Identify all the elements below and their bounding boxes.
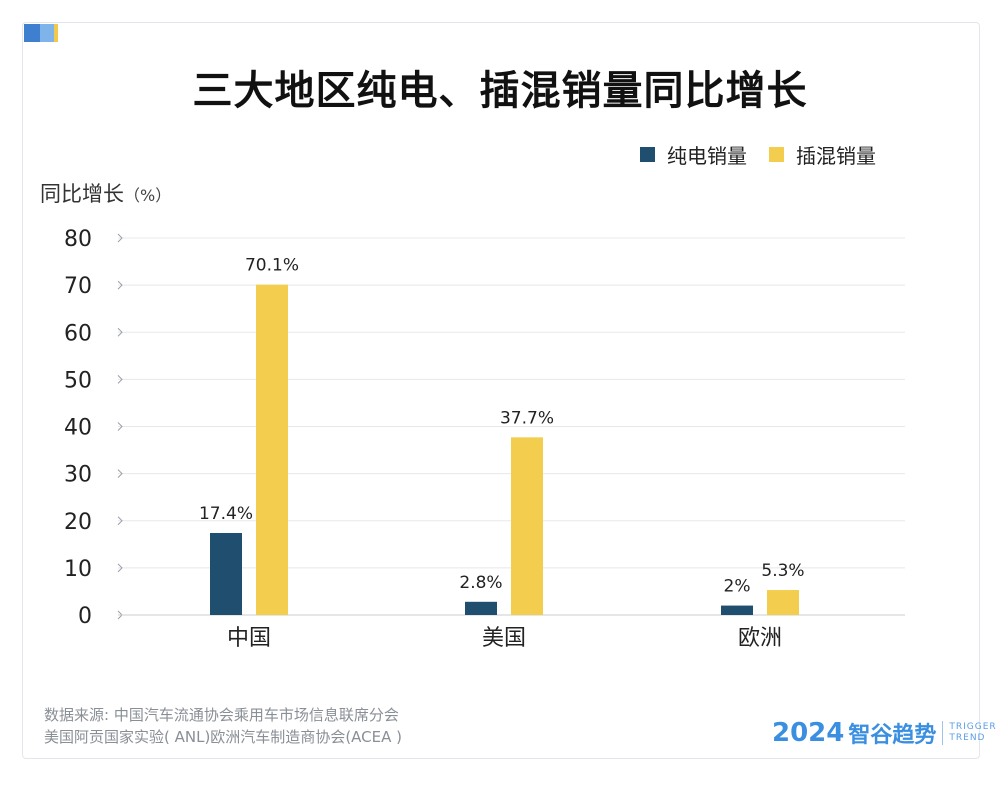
y-tick-mark (117, 469, 123, 478)
y-tick-mark (117, 516, 123, 526)
data-source-note: 数据来源: 中国汽车流通协会乘用车市场信息联席分会 美国阿贡国家实验( ANL)… (44, 704, 402, 748)
data-label: 5.3% (761, 561, 804, 581)
source-line-1: 数据来源: 中国汽车流通协会乘用车市场信息联席分会 (44, 706, 399, 724)
y-tick-mark (117, 233, 123, 243)
data-label: 2.8% (459, 573, 502, 593)
y-tick-label: 60 (64, 321, 92, 346)
bar-bev (465, 601, 497, 615)
data-label: 17.4% (199, 504, 253, 524)
bar-bev (721, 605, 753, 615)
y-tick-mark (117, 327, 123, 337)
source-line-2: 美国阿贡国家实验( ANL)欧洲汽车制造商协会(ACEA ) (44, 728, 402, 746)
brand-year: 2024 (772, 718, 845, 748)
x-tick-label: 中国 (227, 626, 271, 651)
chart-card (22, 22, 980, 759)
y-tick-mark (117, 375, 123, 384)
y-tick-mark (117, 280, 123, 290)
y-tick-mark (117, 563, 123, 573)
brand-name: 智谷趋势 (848, 723, 937, 748)
data-label: 37.7% (500, 408, 554, 428)
chart-legend: 纯电销量 插混销量 (640, 140, 898, 169)
bar-bev (210, 533, 242, 615)
legend-item-bev: 纯电销量 (640, 140, 747, 169)
y-tick-label: 80 (64, 227, 92, 252)
bar-phev (767, 590, 799, 615)
legend-item-phev: 插混销量 (769, 140, 876, 169)
legend-swatch-bev (640, 147, 655, 162)
brand-english: TRIGGER TREND (949, 722, 996, 744)
y-tick-label: 10 (64, 557, 92, 582)
y-tick-label: 30 (64, 463, 92, 488)
y-tick-label: 0 (78, 604, 92, 629)
chart-title: 三大地区纯电、插混销量同比增长 (192, 68, 808, 114)
data-label: 2% (724, 577, 751, 597)
x-tick-label: 欧洲 (738, 626, 782, 651)
x-tick-label: 美国 (482, 626, 526, 651)
brand-english-line1: TRIGGER (949, 722, 997, 732)
y-tick-mark (117, 422, 123, 431)
data-label: 70.1% (245, 256, 299, 276)
brand-english-line2: TREND (949, 733, 986, 743)
y-tick-label: 20 (64, 510, 92, 535)
y-tick-label: 40 (64, 416, 92, 441)
legend-label-phev: 插混销量 (796, 144, 876, 168)
y-tick-label: 50 (64, 368, 92, 393)
y-axis-label: 同比增长 (40, 182, 124, 206)
bar-phev (256, 284, 288, 615)
corner-decoration (24, 24, 58, 42)
y-tick-label: 70 (64, 274, 92, 299)
bar-phev (511, 437, 543, 615)
brand-separator (942, 721, 944, 745)
legend-label-bev: 纯电销量 (667, 144, 747, 168)
y-axis-title: 同比增长（%） (40, 178, 171, 208)
y-axis-unit: （%） (124, 186, 172, 205)
brand-logo: 2024 智谷趋势 TRIGGER TREND (772, 717, 997, 749)
legend-swatch-phev (769, 147, 784, 162)
